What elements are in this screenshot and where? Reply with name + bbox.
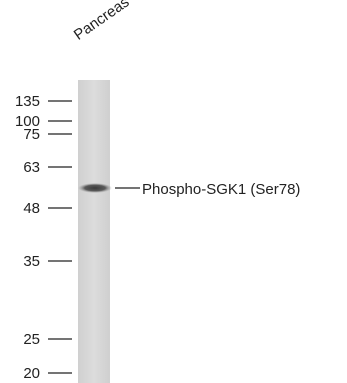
marker-label-35: 35	[23, 253, 40, 270]
band-label: Phospho-SGK1 (Ser78)	[142, 181, 301, 198]
marker-label-20: 20	[23, 365, 40, 382]
marker-label-25: 25	[23, 331, 40, 348]
marker-label-63: 63	[23, 159, 40, 176]
marker-label-75: 75	[23, 126, 40, 143]
marker-label-135: 135	[14, 93, 40, 110]
pancreas-lane	[78, 80, 110, 383]
marker-label-48: 48	[23, 200, 40, 217]
marker-label-100: 100	[14, 113, 40, 130]
protein-band	[78, 183, 112, 193]
